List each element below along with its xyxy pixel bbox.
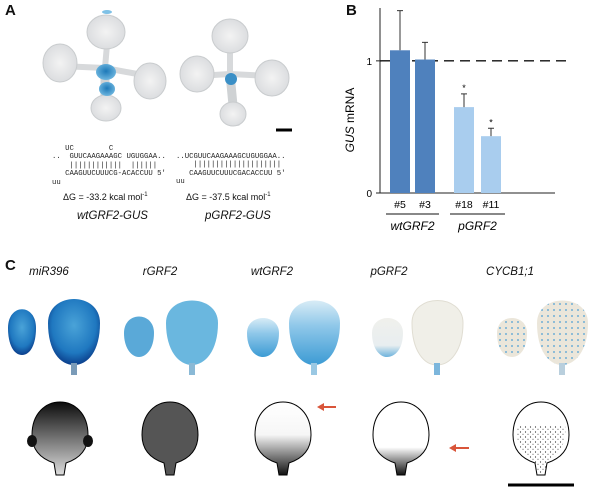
leaf-photo-pgrf2 [372, 300, 464, 375]
alignment-wtgrf2: UC C .. GUUCAAGAAAGC UGUGGAA.. |||||||||… [52, 145, 182, 187]
seq-line2: CAAGUUCUUUCG-ACACCUU 5' [52, 170, 166, 179]
dg-pgrf2: ΔG = -37.5 kcal mol-1 [186, 192, 271, 202]
label-wtgrf2: wtGRF2 [250, 266, 294, 278]
construct-pgrf2-gus: pGRF2-GUS [205, 210, 271, 222]
seedling-wtgrf2 [42, 10, 167, 122]
schematic-pgrf2 [372, 401, 469, 476]
leaf-photo-cycb1 [497, 300, 588, 375]
bar [390, 50, 410, 194]
seq-bars: |||||||||||| |||||| [52, 161, 158, 170]
panel-label-b: B [346, 2, 357, 19]
panel-label-a: A [5, 2, 16, 19]
category-label: #11 [483, 199, 500, 211]
seedling-photos [42, 10, 292, 132]
schematic-cycb1 [512, 401, 570, 476]
label-cycb1: CYCB1;1 [486, 266, 534, 278]
bar [481, 136, 501, 193]
category-label: #3 [419, 199, 431, 211]
gus-mrna-bar-chart: GUS mRNA 0 1 #5 #3 * #18 * #11 wtGRF2 pGRF2 [343, 8, 570, 233]
seq-line1: ..UCGUUCAAGAAAGCUGUGGAA.. [176, 153, 286, 161]
red-arrow-icon [317, 403, 336, 411]
leaf-photo-wtgrf2 [247, 300, 340, 375]
leaf-photo-mir396 [8, 299, 100, 375]
category-label: #5 [394, 199, 406, 211]
label-mir396: miR396 [29, 266, 69, 278]
dg-wtgrf2: ΔG = -33.2 kcal mol-1 [63, 192, 148, 202]
seedling-pgrf2 [179, 18, 290, 127]
seq-line2: CAAGUUCUUUCGACACCUU 5' [176, 169, 286, 178]
panel-label-c: C [5, 257, 16, 274]
seq-line1: .. GUUCAAGAAAGC UGUGGAA.. [52, 153, 166, 162]
group-label: pGRF2 [457, 219, 497, 233]
schematic-wtgrf2 [254, 401, 336, 476]
leaf-schematics [27, 401, 574, 487]
y-axis-label: GUS mRNA [343, 88, 357, 153]
y-axis-label-gene: GUS [343, 126, 357, 152]
y-tick-label: 1 [366, 57, 372, 68]
group-label: wtGRF2 [390, 219, 434, 233]
alignment-pgrf2: ..UCGUUCAAGAAAGCUGUGGAA.. ||||||||||||||… [176, 153, 306, 187]
y-tick-label: 0 [366, 189, 372, 200]
label-rgrf2: rGRF2 [142, 266, 178, 278]
significance-marker: * [462, 83, 466, 93]
seq-bottom: uu [176, 178, 185, 187]
seq-top: UC C [52, 145, 149, 153]
dg-unit-exponent: -1 [265, 192, 271, 198]
y-axis-label-unit: mRNA [343, 88, 357, 127]
bar [415, 59, 435, 194]
significance-marker: * [489, 117, 493, 127]
dg-unit-exponent: -1 [142, 192, 148, 198]
construct-wtgrf2-gus: wtGRF2-GUS [77, 210, 148, 222]
red-arrow-icon [449, 444, 469, 452]
leaf-gus-photos [8, 299, 588, 375]
dg-value: ΔG = -33.2 kcal mol [63, 192, 143, 202]
dg-value: ΔG = -37.5 kcal mol [186, 192, 266, 202]
bar [454, 107, 474, 193]
category-label: #18 [455, 199, 473, 211]
seq-bars: |||||||||||||||||||| [176, 161, 282, 170]
leaf-photo-rgrf2 [124, 300, 218, 375]
schematic-rgrf2 [141, 401, 199, 476]
seq-bottom: uu [52, 178, 61, 187]
schematic-mir396 [27, 401, 93, 476]
label-pgrf2: pGRF2 [370, 266, 408, 278]
